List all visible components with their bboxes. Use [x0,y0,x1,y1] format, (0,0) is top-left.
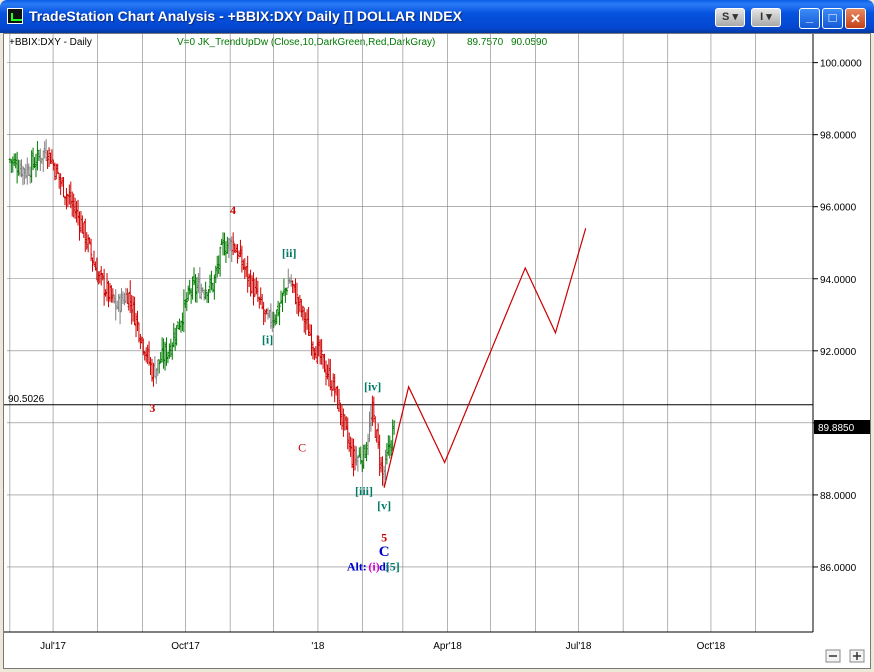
wave-label: Alt: [347,560,367,574]
wave-label: C [379,544,390,560]
wave-label: [iv] [364,379,381,393]
indicator-value-1: 89.7570 [467,37,504,48]
s-menu-button[interactable]: S ▾ [715,8,745,27]
wave-label: [5] [386,560,400,574]
projection-path [383,228,587,488]
price-tick-label: 96.0000 [820,203,857,214]
chart-app-icon[interactable] [7,8,23,24]
current-price-label: 89.8850 [818,423,855,434]
i-menu-button[interactable]: I ▾ [751,8,781,27]
indicator-label: V=0 JK_TrendUpDw (Close,10,DarkGreen,Red… [177,37,436,48]
wave-label: [v] [377,498,391,512]
wave-label: C [298,441,306,455]
price-tick-label: 92.0000 [820,347,857,358]
time-tick-label: '18 [311,641,324,652]
symbol-label: +BBIX:DXY - Daily [9,37,92,48]
wave-label: 3 [149,401,155,415]
horizontal-line-label: 90.5026 [8,394,45,405]
price-tick-label: 100.0000 [820,59,862,70]
close-button[interactable]: ✕ [845,8,866,29]
i-button-label: I [760,11,764,23]
indicator-value-2: 90.0590 [511,37,548,48]
wave-label: [ii] [282,246,297,260]
minimize-icon: _ [805,9,814,24]
s-button-label: S [722,11,730,23]
wave-label: (i) [368,560,379,574]
close-icon: ✕ [850,11,861,26]
wave-label: [i] [262,333,273,347]
window-title: TradeStation Chart Analysis - +BBIX:DXY … [29,8,462,24]
chart-window[interactable]: +BBIX:DXY - Daily V=0 JK_TrendUpDw (Clos… [3,33,871,669]
price-tick-label: 98.0000 [820,131,857,142]
wave-label: 5 [381,531,387,545]
price-tick-label: 88.0000 [820,491,857,502]
time-tick-label: Jul'18 [566,641,592,652]
maximize-icon: □ [828,10,837,25]
title-bar: TradeStation Chart Analysis - +BBIX:DXY … [0,0,874,33]
time-tick-label: Jul'17 [40,641,66,652]
wave-label: [iii] [355,484,373,498]
time-tick-label: Oct'17 [171,641,200,652]
minimize-button[interactable]: _ [799,8,820,29]
time-tick-label: Oct'18 [697,641,726,652]
price-chart[interactable]: 100.0000 98.0000 96.0000 94.0000 92.0000 90.0… [4,34,870,668]
wave-label: di [379,560,390,574]
price-tick-label: 94.0000 [820,275,857,286]
current-price-box [814,419,870,434]
chevron-down-icon: ▾ [766,11,772,23]
maximize-button[interactable]: □ [822,8,843,29]
chevron-down-icon: ▾ [732,11,738,23]
time-tick-label: Apr'18 [433,641,462,652]
wave-label: 4 [230,203,236,217]
price-tick-label: 86.0000 [820,563,857,574]
